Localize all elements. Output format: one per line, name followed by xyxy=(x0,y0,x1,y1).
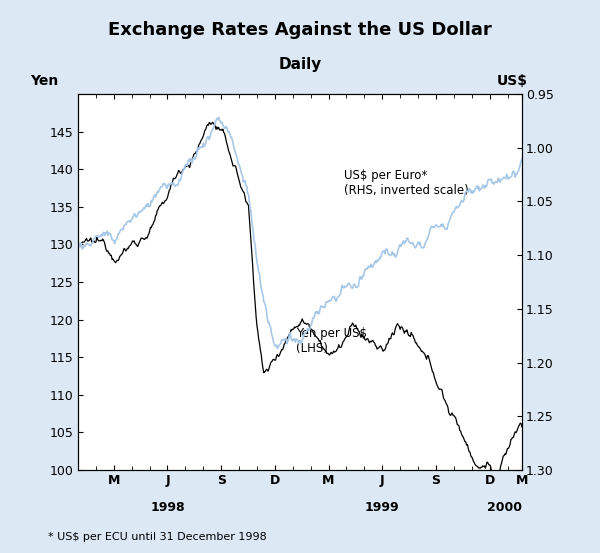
Text: Daily: Daily xyxy=(278,57,322,72)
Text: US$ per Euro*
(RHS, inverted scale): US$ per Euro* (RHS, inverted scale) xyxy=(344,169,469,197)
Text: 1999: 1999 xyxy=(365,500,400,514)
Text: Yen: Yen xyxy=(30,75,58,88)
Text: Exchange Rates Against the US Dollar: Exchange Rates Against the US Dollar xyxy=(108,20,492,39)
Text: Yen per US$
(LHS): Yen per US$ (LHS) xyxy=(296,327,367,355)
Text: * US$ per ECU until 31 December 1998: * US$ per ECU until 31 December 1998 xyxy=(48,532,267,542)
Text: 2000: 2000 xyxy=(487,500,521,514)
Text: 1998: 1998 xyxy=(150,500,185,514)
Text: US$: US$ xyxy=(497,75,528,88)
